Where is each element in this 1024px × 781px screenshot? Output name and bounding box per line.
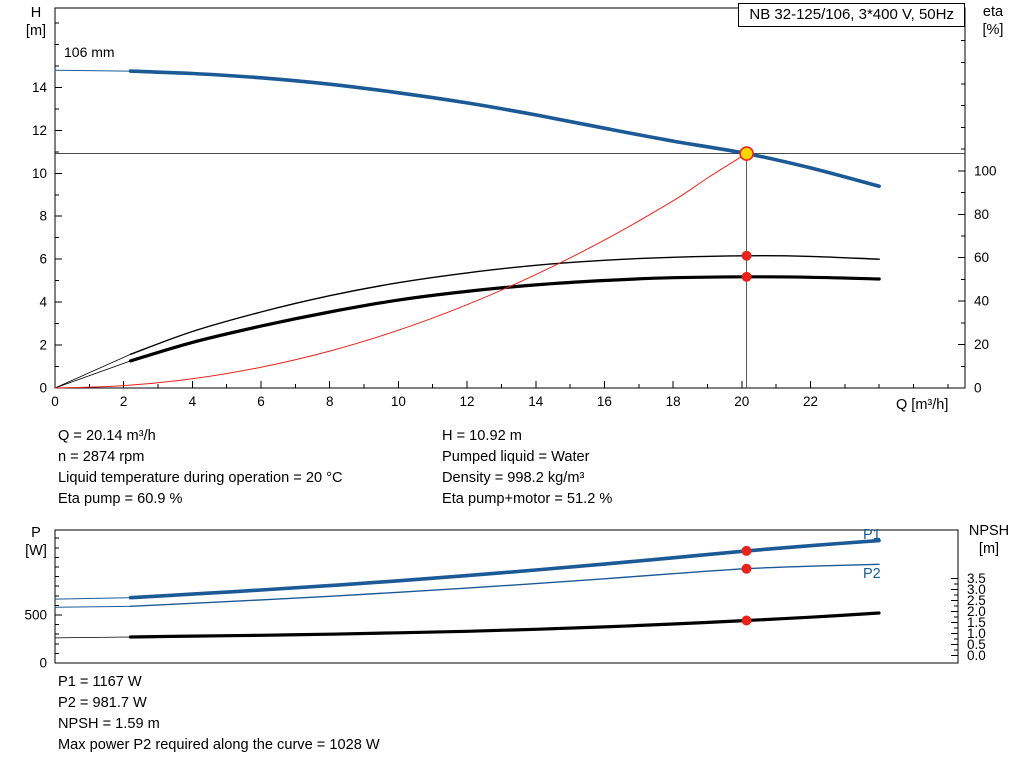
y-right-tick-label: 1.0 bbox=[967, 626, 986, 641]
y-left-tick-label: 6 bbox=[39, 252, 47, 267]
y-left-tick-label: 12 bbox=[32, 123, 47, 138]
operating-info-column-1: Q = 20.14 m³/h n = 2874 rpm Liquid tempe… bbox=[58, 426, 343, 510]
y-left-tick-label: 0 bbox=[39, 656, 47, 671]
y-left-tick-label: 14 bbox=[32, 80, 48, 95]
x-tick-label: 18 bbox=[666, 394, 681, 409]
x-tick-label: 4 bbox=[189, 394, 197, 409]
npsh-axis-unit: [m] bbox=[978, 541, 1000, 557]
x-tick-label: 6 bbox=[257, 394, 265, 409]
info-p1: P1 = 1167 W bbox=[58, 674, 142, 690]
y-right-tick-label: 2.0 bbox=[967, 604, 986, 619]
x-tick-label: 8 bbox=[326, 394, 334, 409]
y-left-tick-label: 0 bbox=[39, 381, 47, 396]
info-q: Q = 20.14 m³/h bbox=[58, 428, 156, 444]
y-right-tick-label: 0.5 bbox=[967, 637, 986, 652]
x-tick-label: 14 bbox=[528, 394, 544, 409]
p-axis-title: P [W] bbox=[16, 524, 56, 560]
p1-curve-label: P1 bbox=[863, 527, 881, 543]
p-axis-unit: [W] bbox=[25, 543, 47, 559]
x-tick-label: 20 bbox=[734, 394, 749, 409]
info-head: H = 10.92 m bbox=[442, 428, 522, 444]
p1-point bbox=[741, 545, 752, 556]
info-max-power: Max power P2 required along the curve = … bbox=[58, 737, 380, 753]
info-eta-pump-motor: Eta pump+motor = 51.2 % bbox=[442, 491, 613, 507]
p2-curve-lead bbox=[54, 605, 131, 608]
eta-axis-unit: [%] bbox=[982, 22, 1004, 38]
eta-pump-point bbox=[741, 250, 752, 261]
eta-pump-motor-point bbox=[741, 271, 752, 282]
y-left-tick-label: 4 bbox=[39, 295, 47, 310]
eta-pump-lead bbox=[54, 353, 131, 389]
p2-curve-label: P2 bbox=[863, 566, 881, 582]
plot-area-1[interactable] bbox=[54, 7, 966, 389]
npsh-point bbox=[741, 615, 752, 626]
duty-point[interactable] bbox=[739, 146, 754, 161]
info-p2: P2 = 981.7 W bbox=[58, 695, 147, 711]
npsh-curve-lead bbox=[54, 636, 131, 639]
h-axis-symbol: H bbox=[30, 5, 42, 21]
y-left-tick-label: 8 bbox=[39, 209, 47, 224]
eta-pump-motor-lead bbox=[54, 360, 131, 389]
x-tick-label: 22 bbox=[803, 394, 818, 409]
impeller-diameter-label: 106 mm bbox=[64, 44, 115, 60]
y-right-tick-label: 1.5 bbox=[967, 615, 986, 630]
y-right-tick-label: 100 bbox=[974, 163, 997, 178]
y-right-tick-label: 2.5 bbox=[967, 593, 986, 608]
operating-info-column-2: H = 10.92 m Pumped liquid = Water Densit… bbox=[442, 426, 612, 510]
y-right-tick-label: 20 bbox=[974, 337, 989, 352]
plot-area-2[interactable] bbox=[54, 529, 959, 664]
info-eta-pump: Eta pump = 60.9 % bbox=[58, 491, 183, 507]
info-pumped-liquid: Pumped liquid = Water bbox=[442, 449, 590, 465]
info-density: Density = 998.2 kg/m³ bbox=[442, 470, 585, 486]
p2-point bbox=[741, 563, 752, 574]
y-left-tick-label: 500 bbox=[24, 607, 47, 622]
info-speed: n = 2874 rpm bbox=[58, 449, 145, 465]
x-tick-label: 12 bbox=[460, 394, 475, 409]
eta-axis-title: eta [%] bbox=[970, 3, 1016, 39]
info-npsh: NPSH = 1.59 m bbox=[58, 716, 160, 732]
p-axis-symbol: P bbox=[31, 525, 41, 541]
p1-curve-lead bbox=[54, 597, 131, 600]
x-tick-label: 2 bbox=[120, 394, 128, 409]
y-left-tick-label: 2 bbox=[39, 338, 47, 353]
info-liquid-temp: Liquid temperature during operation = 20… bbox=[58, 470, 343, 486]
npsh-axis-title: NPSH [m] bbox=[960, 522, 1018, 558]
y-right-tick-label: 3.5 bbox=[967, 571, 986, 586]
pump-title-box: NB 32-125/106, 3*400 V, 50Hz bbox=[738, 3, 965, 27]
p1-curve bbox=[128, 538, 881, 600]
y-right-tick-label: 60 bbox=[974, 250, 989, 265]
h-axis-unit: [m] bbox=[25, 23, 47, 39]
h-axis-title: H [m] bbox=[16, 4, 56, 40]
q-axis-label: Q [m³/h] bbox=[896, 397, 949, 413]
y-right-tick-label: 3.0 bbox=[967, 582, 986, 597]
y-right-tick-label: 80 bbox=[974, 207, 989, 222]
x-tick-label: 16 bbox=[597, 394, 612, 409]
y-left-tick-label: 10 bbox=[32, 166, 47, 181]
npsh-axis-symbol: NPSH bbox=[968, 523, 1010, 539]
x-tick-label: 10 bbox=[391, 394, 406, 409]
system-curve bbox=[54, 153, 748, 389]
head-curve-lead bbox=[54, 69, 131, 72]
eta-axis-symbol: eta bbox=[982, 4, 1004, 20]
y-right-tick-label: 0.0 bbox=[967, 648, 986, 663]
result-info-block: P1 = 1167 W P2 = 981.7 W NPSH = 1.59 m M… bbox=[58, 672, 380, 756]
y-right-tick-label: 0 bbox=[974, 381, 982, 396]
y-right-tick-label: 40 bbox=[974, 294, 989, 309]
head-curve bbox=[128, 69, 881, 188]
x-tick-label: 0 bbox=[51, 394, 59, 409]
